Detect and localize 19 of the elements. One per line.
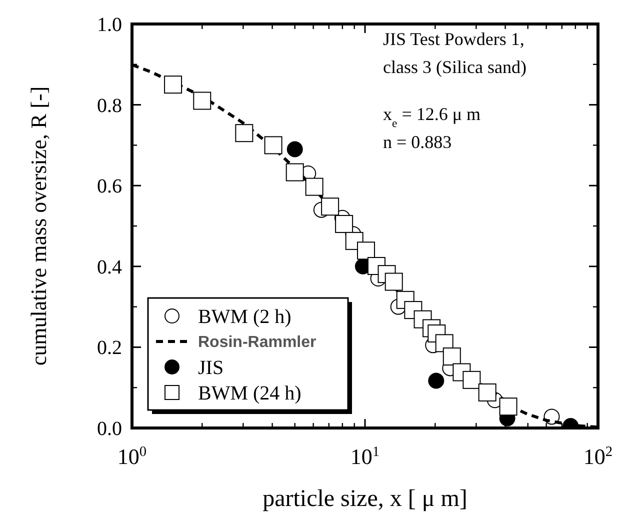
y-tick-label: 0.6: [97, 176, 122, 198]
legend-label: Rosin-Rammler: [198, 334, 316, 352]
x-tick-label: 10$^{2}$: [583, 444, 613, 469]
y-axis-title: cumulative mass oversize, R [-]: [26, 86, 51, 366]
y-tick-label: 1.0: [97, 14, 122, 36]
legend-label: BWM (2 h): [198, 306, 292, 328]
y-tick-label: 0.0: [97, 418, 122, 440]
x-tick-label: 10$^{1}$: [350, 444, 380, 469]
x-axis-title: particle size, x [ μ m]: [262, 486, 468, 512]
annotation: JIS Test Powders 1,: [383, 29, 524, 49]
y-tick-label: 0.2: [97, 337, 122, 360]
legend-label: BWM (24 h): [198, 382, 302, 404]
x-tick-label: 10$^{0}$: [117, 444, 147, 469]
annotation: x$_{e}$ = 12.6 μ m: [383, 104, 480, 130]
y-tick-label: 0.8: [97, 94, 122, 117]
annotation: n = 0.883: [383, 132, 452, 152]
legend-label: JIS: [198, 357, 224, 379]
annotation: class 3 (Silica sand): [383, 57, 526, 77]
y-tick-label: 0.4: [97, 256, 122, 278]
